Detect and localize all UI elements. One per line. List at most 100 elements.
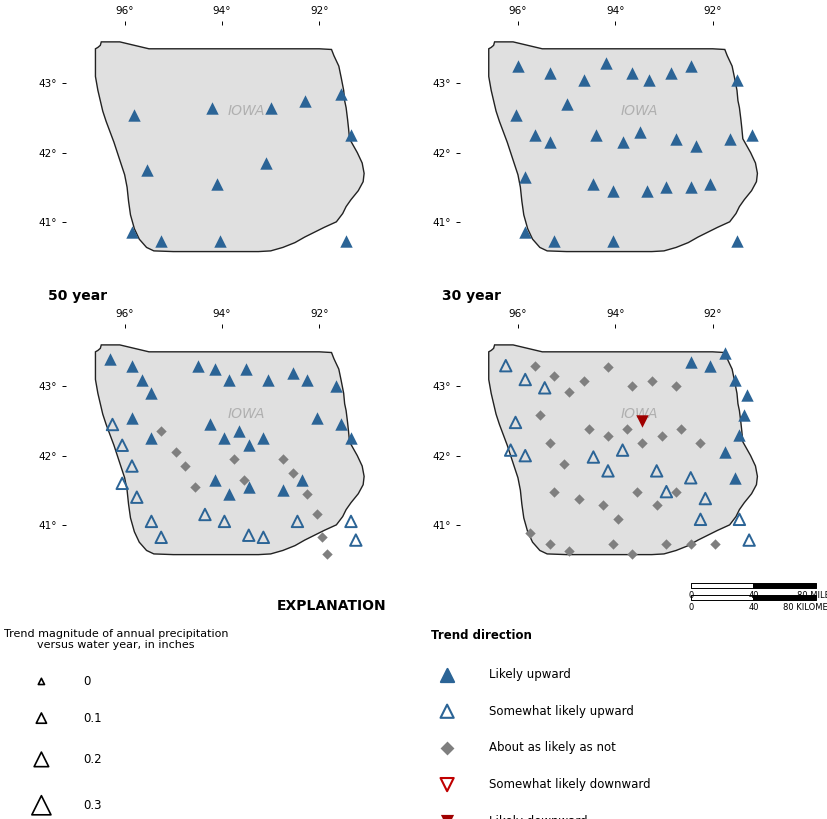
- Point: [625, 547, 638, 560]
- Point: [673, 423, 686, 436]
- Point: [739, 388, 753, 401]
- Point: [237, 473, 251, 486]
- Point: [256, 432, 270, 445]
- Point: [205, 101, 218, 114]
- Point: [644, 374, 657, 387]
- Point: [227, 453, 241, 466]
- Point: [440, 741, 453, 754]
- Text: 80 KILOMETERS: 80 KILOMETERS: [782, 603, 827, 612]
- Point: [261, 373, 275, 386]
- Point: [509, 108, 522, 121]
- Point: [659, 538, 672, 551]
- Text: Likely downward: Likely downward: [488, 815, 586, 819]
- Point: [634, 437, 648, 450]
- Point: [208, 473, 221, 486]
- Text: 80 MILES: 80 MILES: [796, 590, 827, 600]
- Point: [562, 545, 575, 558]
- Point: [35, 712, 48, 725]
- Text: IOWA: IOWA: [620, 104, 657, 118]
- Point: [683, 60, 696, 73]
- Point: [543, 437, 556, 450]
- Point: [334, 88, 347, 101]
- Point: [140, 163, 153, 176]
- Point: [241, 480, 255, 493]
- Point: [727, 373, 740, 386]
- Point: [600, 360, 614, 373]
- Point: [315, 531, 328, 544]
- Point: [737, 409, 750, 422]
- Point: [654, 430, 667, 443]
- Text: IOWA: IOWA: [227, 104, 265, 118]
- Point: [276, 453, 289, 466]
- Point: [557, 457, 570, 470]
- Point: [586, 177, 600, 190]
- Point: [285, 466, 299, 479]
- Point: [145, 387, 158, 400]
- Point: [518, 449, 531, 462]
- Point: [241, 529, 255, 542]
- Point: [693, 513, 706, 526]
- Point: [210, 177, 223, 190]
- Point: [543, 136, 556, 149]
- Point: [329, 380, 342, 393]
- Point: [729, 74, 743, 87]
- Point: [518, 226, 531, 239]
- Point: [562, 386, 575, 399]
- Point: [239, 363, 252, 376]
- Point: [625, 66, 638, 79]
- Point: [605, 538, 619, 551]
- Point: [222, 487, 236, 500]
- Point: [106, 418, 119, 431]
- Point: [669, 132, 682, 145]
- Point: [615, 444, 629, 457]
- Point: [155, 235, 168, 248]
- Point: [528, 359, 541, 372]
- Point: [189, 480, 202, 493]
- Point: [276, 484, 289, 497]
- Polygon shape: [488, 345, 757, 554]
- Point: [547, 235, 561, 248]
- Point: [116, 477, 129, 490]
- Point: [125, 459, 138, 473]
- Polygon shape: [95, 345, 364, 554]
- Point: [683, 538, 696, 551]
- Point: [191, 359, 204, 372]
- Point: [440, 668, 453, 681]
- Point: [664, 66, 677, 79]
- Point: [581, 423, 595, 436]
- Point: [586, 450, 600, 464]
- Point: [703, 177, 716, 190]
- Text: Trend direction: Trend direction: [430, 629, 531, 641]
- Point: [35, 753, 48, 766]
- Point: [589, 129, 602, 142]
- Text: IOWA: IOWA: [620, 407, 657, 421]
- Point: [518, 170, 531, 183]
- Point: [533, 409, 546, 422]
- Text: 40: 40: [748, 590, 758, 600]
- Point: [169, 446, 182, 459]
- Point: [440, 815, 453, 819]
- Point: [344, 432, 357, 445]
- Point: [213, 235, 226, 248]
- Point: [232, 425, 246, 438]
- Point: [179, 459, 192, 473]
- Point: [576, 74, 590, 87]
- Point: [669, 380, 682, 393]
- Point: [125, 226, 138, 239]
- Point: [717, 446, 730, 459]
- Text: EXPLANATION: EXPLANATION: [276, 599, 385, 613]
- Point: [543, 538, 556, 551]
- Point: [683, 355, 696, 369]
- Point: [683, 181, 696, 194]
- Point: [339, 235, 352, 248]
- Point: [310, 411, 323, 424]
- Point: [499, 359, 512, 372]
- Point: [615, 136, 629, 149]
- Point: [218, 515, 231, 528]
- Point: [518, 373, 531, 386]
- Polygon shape: [488, 42, 757, 251]
- Point: [198, 508, 212, 521]
- Point: [538, 382, 551, 395]
- Point: [218, 432, 231, 445]
- Point: [630, 485, 643, 498]
